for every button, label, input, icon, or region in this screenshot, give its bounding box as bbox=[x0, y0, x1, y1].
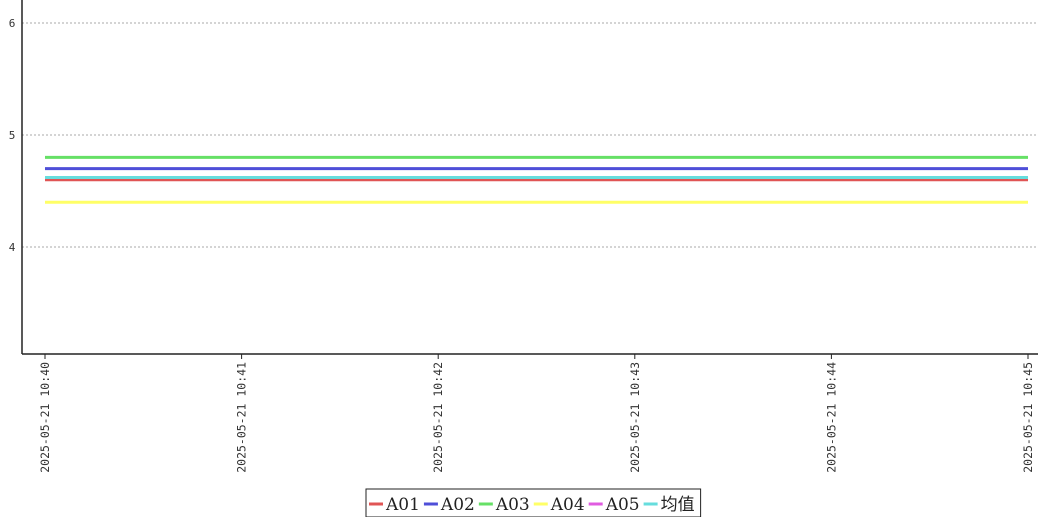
legend: A01 A02 A03 A04 A05 均值 bbox=[366, 489, 701, 517]
x-tick-label-3: 2025-05-21 10:43 bbox=[628, 362, 642, 473]
x-tick-label-5: 2025-05-21 10:45 bbox=[1021, 362, 1035, 473]
x-tick-label-0: 2025-05-21 10:40 bbox=[38, 362, 52, 473]
y-tick-label-6: 6 bbox=[9, 17, 16, 30]
axis-layer: 4 5 6 2025-05-21 10:40 2025-05-21 10:41 2025-… bbox=[9, 0, 1038, 473]
legend-label-0: A01 bbox=[385, 495, 420, 515]
legend-label-3: A04 bbox=[550, 495, 585, 515]
legend-label-2: A03 bbox=[495, 495, 530, 515]
x-tick-label-4: 2025-05-21 10:44 bbox=[824, 362, 838, 473]
legend-label-4: A05 bbox=[605, 495, 640, 515]
y-tick-label-5: 5 bbox=[9, 129, 16, 142]
y-tick-label-4: 4 bbox=[9, 241, 16, 254]
legend-label-1: A02 bbox=[440, 495, 475, 515]
series-layer bbox=[45, 157, 1028, 202]
x-tick-label-1: 2025-05-21 10:41 bbox=[235, 362, 249, 473]
x-tick-label-2: 2025-05-21 10:42 bbox=[431, 362, 445, 473]
grid-layer bbox=[22, 23, 1038, 247]
legend-label-5: 均值 bbox=[661, 495, 695, 515]
